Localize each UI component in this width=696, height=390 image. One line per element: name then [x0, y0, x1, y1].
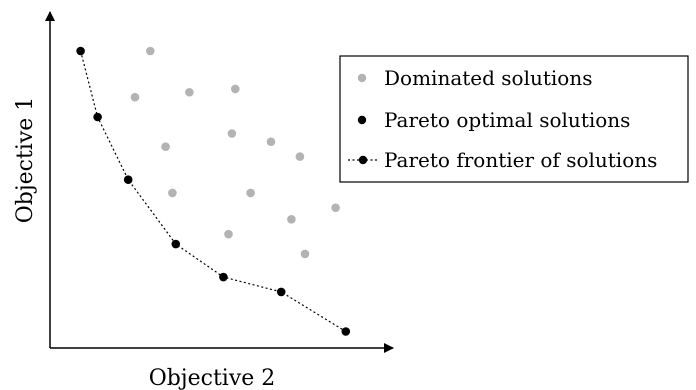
- pareto-point-3: [123, 175, 133, 184]
- pareto-points: [76, 46, 351, 336]
- pareto-frontier-line: [80, 50, 347, 333]
- legend-label-dominated: Dominated solutions: [384, 66, 592, 90]
- dominated-point-14: [300, 249, 310, 259]
- dominated-point-5: [161, 142, 170, 151]
- dominated-point-2: [130, 92, 140, 102]
- dominated-points: [130, 46, 340, 259]
- pareto-point-5: [219, 272, 228, 282]
- legend-box: [339, 55, 689, 183]
- legend-label-pareto: Pareto optimal solutions: [384, 108, 630, 132]
- y-axis-label: Objective 1: [13, 97, 38, 224]
- dominated-point-6: [227, 129, 237, 138]
- pareto-point-2: [93, 112, 102, 122]
- dominated-point-4: [231, 84, 240, 94]
- dominated-point-3: [185, 87, 194, 97]
- legend-label-frontier: Pareto frontier of solutions: [384, 148, 657, 172]
- pareto-point-7: [341, 327, 351, 336]
- dominated-point-8: [295, 152, 305, 161]
- legend-marker-dominated: [357, 73, 367, 83]
- pareto-point-6: [276, 287, 286, 297]
- dominated-point-13: [224, 229, 233, 239]
- dominated-point-12: [331, 203, 340, 213]
- pareto-point-1: [76, 46, 85, 56]
- x-axis-label: Objective 2: [149, 366, 276, 390]
- dominated-point-10: [246, 188, 255, 198]
- dominated-point-7: [266, 137, 276, 147]
- legend-marker-pareto: [357, 115, 367, 125]
- pareto-frontier-path: [80, 50, 347, 333]
- dominated-point-1: [146, 46, 155, 56]
- dominated-point-9: [168, 188, 177, 198]
- pareto-point-4: [171, 239, 181, 249]
- legend: Dominated solutions Pareto optimal solut…: [339, 55, 689, 183]
- dominated-point-11: [287, 215, 296, 224]
- legend-marker-frontier: [358, 155, 368, 165]
